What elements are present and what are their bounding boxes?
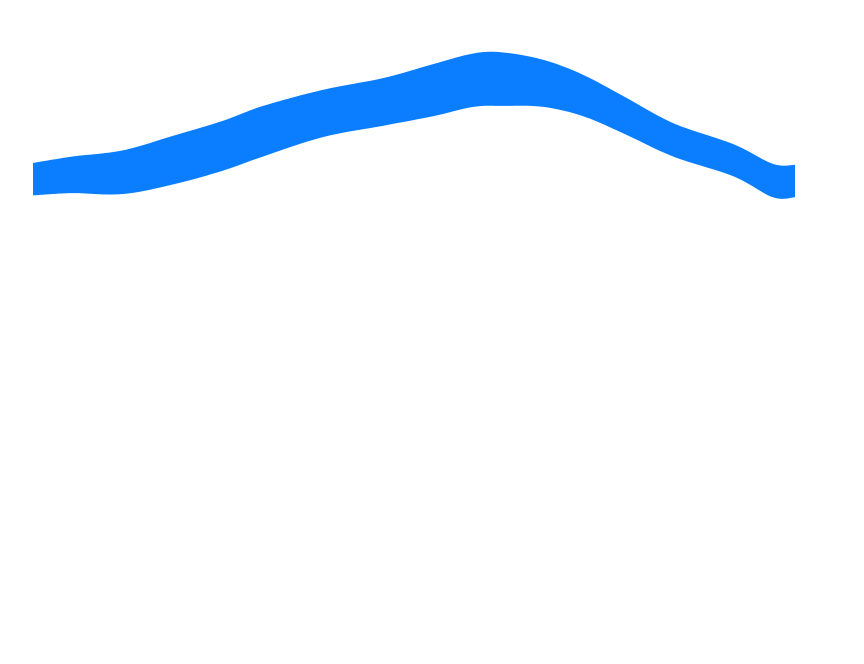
plot-layer — [33, 51, 795, 199]
area-band-series-1 — [33, 51, 795, 199]
